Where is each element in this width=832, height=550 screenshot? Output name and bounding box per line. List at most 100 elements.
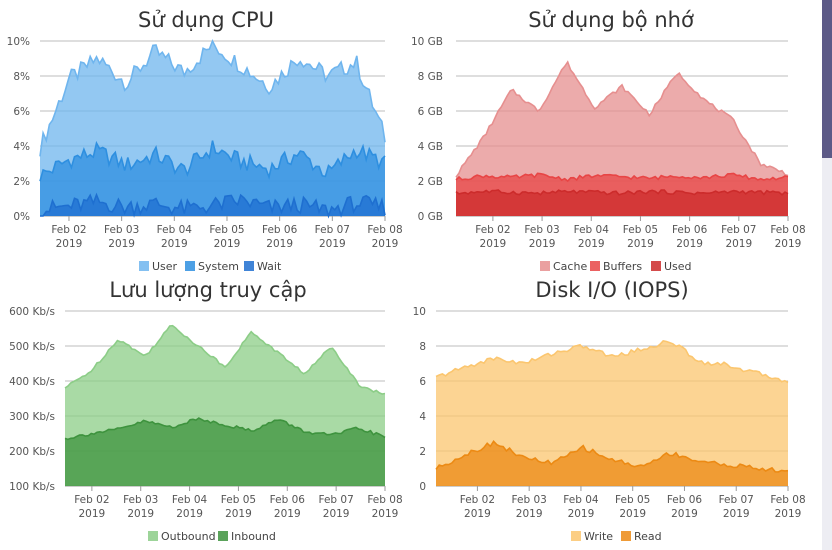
x-tick-year: 2019 [266,238,293,250]
x-tick-year: 2019 [529,238,556,250]
legend-label: Used [664,260,692,273]
legend-item-cache[interactable]: Cache [540,260,587,273]
legend-label: Buffers [603,260,642,273]
legend-swatch [185,261,195,271]
y-tick-label: 500 Kb/s [9,341,55,353]
x-tick-year: 2019 [127,508,154,520]
x-tick-label: Feb 03 [524,224,559,236]
x-tick-label: Feb 08 [367,494,402,506]
y-tick-label: 4% [13,141,30,153]
legend-item-buffers[interactable]: Buffers [590,260,642,273]
legend-item-outbound[interactable]: Outbound [148,530,216,543]
legend-item-system[interactable]: System [185,260,239,273]
legend-label: Write [584,530,613,543]
legend-item-user[interactable]: User [139,260,178,273]
y-tick-label: 0 [419,481,426,493]
x-tick-year: 2019 [775,238,802,250]
x-tick-year: 2019 [775,508,802,520]
legend-label: Inbound [231,530,276,543]
x-tick-year: 2019 [323,508,350,520]
x-tick-label: Feb 05 [615,494,650,506]
y-tick-label: 4 GB [418,141,443,153]
x-tick-label: Feb 03 [123,494,158,506]
x-tick-label: Feb 02 [74,494,109,506]
chart-title: Disk I/O (IOPS) [535,278,688,302]
y-tick-label: 8% [13,71,30,83]
legend-item-inbound[interactable]: Inbound [218,530,276,543]
x-tick-year: 2019 [568,508,595,520]
x-tick-year: 2019 [79,508,106,520]
y-tick-label: 10% [7,36,30,48]
chart-svg: Lưu lượng truy cập 100 Kb/s 200 Kb/s 300 Kb… [9,278,403,543]
legend-label: User [152,260,178,273]
x-tick-label: Feb 03 [104,224,139,236]
legend-swatch [244,261,254,271]
x-tick-label: Feb 06 [672,224,708,236]
legend-swatch [571,531,581,541]
series-line-outbound [64,324,386,395]
legend-item-used[interactable]: Used [651,260,692,273]
network-traffic-chart: Lưu lượng truy cập 100 Kb/s 200 Kb/s 300 Kb… [0,272,406,547]
series-line-read [435,440,789,473]
legend-item-write[interactable]: Write [571,530,613,543]
x-tick-year: 2019 [619,508,646,520]
y-tick-label: 10 [413,306,426,318]
series-area-inbound [65,418,385,486]
series-line-system [39,140,386,182]
x-tick-year: 2019 [214,238,241,250]
x-tick-year: 2019 [725,238,752,250]
disk-io-chart: Disk I/O (IOPS) 0 2 4 6 8 10 Feb 02 2019 Feb 03 20… [406,272,812,547]
x-tick-label: Feb 04 [563,494,599,506]
x-tick-label: Feb 08 [770,224,805,236]
series-line-wait [40,192,386,219]
y-tick-label: 6 GB [418,106,443,118]
chart-svg: Disk I/O (IOPS) 0 2 4 6 8 10 Feb 02 2019 Feb 03 20… [413,278,806,543]
series-area-system [40,140,385,216]
scrollbar-track[interactable] [822,0,832,550]
x-tick-year: 2019 [161,238,188,250]
x-tick-year: 2019 [108,238,135,250]
legend-item-wait[interactable]: Wait [244,260,282,273]
series-line-buffers [455,172,789,183]
x-tick-label: Feb 04 [157,224,193,236]
series-area-read [436,441,788,486]
legend-label: Wait [257,260,282,273]
y-tick-label: 300 Kb/s [9,411,55,423]
y-tick-label: 600 Kb/s [9,306,55,318]
x-tick-year: 2019 [480,238,507,250]
y-tick-label: 0% [13,211,30,223]
x-tick-label: Feb 07 [721,224,756,236]
y-tick-label: 2 [419,446,426,458]
x-tick-label: Feb 06 [262,224,298,236]
chart-title: Lưu lượng truy cập [109,278,306,302]
legend-swatch [651,261,661,271]
x-tick-label: Feb 02 [51,224,86,236]
x-tick-year: 2019 [56,238,83,250]
x-tick-year: 2019 [176,508,203,520]
series-line-cache [455,60,789,178]
scrollbar-thumb[interactable] [822,0,832,158]
x-tick-label: Feb 06 [270,494,306,506]
legend-label: Outbound [161,530,216,543]
x-tick-label: Feb 08 [770,494,805,506]
x-tick-label: Feb 03 [512,494,547,506]
x-tick-year: 2019 [225,508,252,520]
y-tick-label: 2% [13,176,30,188]
x-tick-label: Feb 07 [719,494,754,506]
x-tick-label: Feb 02 [460,494,495,506]
y-tick-label: 10 GB [411,36,443,48]
x-tick-label: Feb 05 [209,224,244,236]
y-tick-label: 100 Kb/s [9,481,55,493]
x-tick-label: Feb 04 [574,224,610,236]
chart-svg: Sử dụng bộ nhớ 0 GB 2 GB 4 GB 6 GB 8 GB 10 GB F… [411,8,806,273]
y-tick-label: 2 GB [418,176,443,188]
series-line-write [435,340,789,384]
legend-label: System [198,260,239,273]
legend-item-read[interactable]: Read [621,530,662,543]
x-tick-year: 2019 [578,238,605,250]
legend-label: Cache [553,260,587,273]
y-tick-label: 4 [419,411,426,423]
legend-swatch [139,261,149,271]
x-tick-year: 2019 [627,238,654,250]
x-tick-year: 2019 [516,508,543,520]
